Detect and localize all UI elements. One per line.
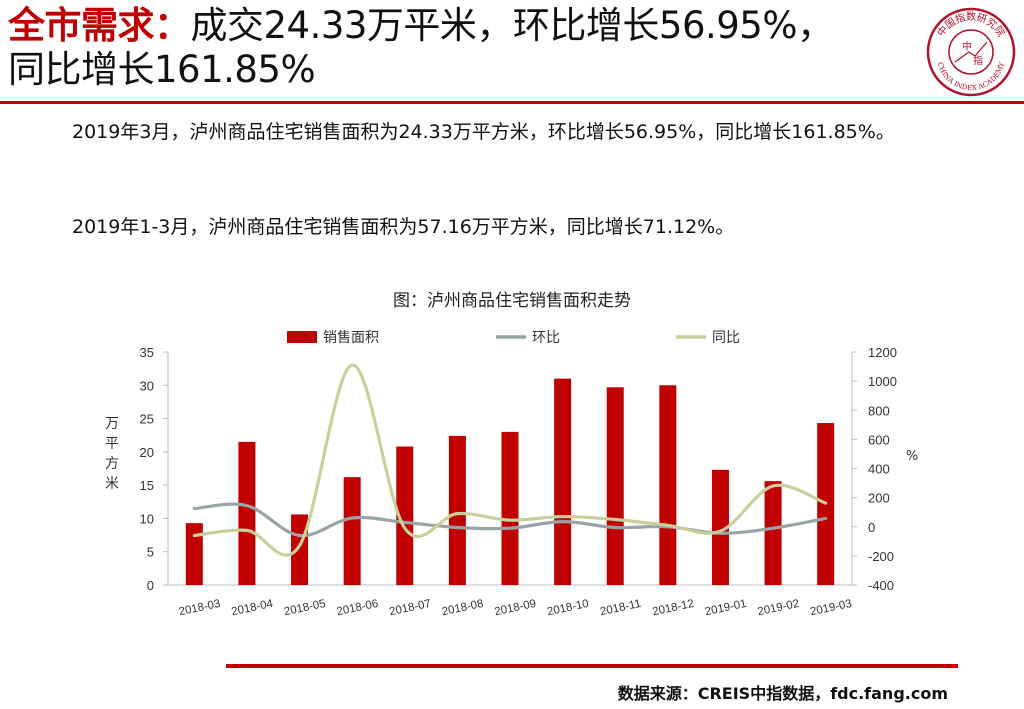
- y-axis-label-char: 平: [105, 436, 119, 452]
- x-tick-label: 2019-01: [704, 598, 748, 619]
- page-title: 全市需求：成交24.33万平米，环比增长56.95%， 同比增长161.85%: [8, 4, 913, 92]
- x-tick-label: 2019-03: [809, 598, 853, 619]
- x-tick-label: 2019-02: [757, 598, 801, 619]
- bar-sales-area: [606, 387, 624, 585]
- bar-sales-area: [659, 385, 677, 585]
- x-tick-label: 2018-11: [599, 598, 642, 618]
- bar-sales-area: [501, 431, 519, 585]
- y2-tick-label: -400: [868, 578, 894, 593]
- bar-sales-area: [238, 441, 256, 585]
- legend-label: 销售面积: [323, 330, 379, 346]
- footer-divider: [226, 664, 958, 668]
- x-tick-label: 2018-04: [230, 598, 274, 619]
- y-axis-label-char: 方: [105, 456, 119, 472]
- y-tick-label: 25: [140, 412, 154, 427]
- bar-sales-area: [764, 481, 782, 585]
- bar-sales-area: [185, 523, 203, 585]
- title-line1: 成交24.33万平米，环比增长56.95%，: [190, 4, 835, 47]
- legend-label: 环比: [532, 330, 560, 346]
- legend-label: 同比: [712, 330, 740, 346]
- chart-title: 图：泸州商品住宅销售面积走势: [393, 291, 631, 311]
- y2-tick-label: 1000: [868, 374, 897, 389]
- paragraph-1: 2019年3月，泸州商品住宅销售面积为24.33万平方米，环比增长56.95%，…: [72, 121, 895, 143]
- bar-sales-area: [554, 378, 572, 585]
- y2-tick-label: 200: [868, 491, 890, 506]
- bar-sales-area: [343, 477, 361, 585]
- y2-tick-label: -200: [868, 549, 894, 564]
- header-divider: [0, 101, 1024, 104]
- x-tick-label: 2018-06: [336, 598, 380, 619]
- x-tick-label: 2018-12: [651, 598, 695, 619]
- x-tick-label: 2018-10: [546, 598, 590, 619]
- legend-swatch-bar: [287, 331, 317, 343]
- x-tick-label: 2018-07: [388, 598, 432, 619]
- y2-tick-label: 0: [868, 520, 875, 535]
- x-tick-label: 2018-05: [283, 598, 327, 619]
- y2-tick-label: 400: [868, 462, 890, 477]
- y-tick-label: 20: [140, 445, 154, 460]
- bar-sales-area: [396, 446, 414, 585]
- x-tick-label: 2018-09: [493, 598, 537, 619]
- x-tick-label: 2018-08: [441, 598, 485, 619]
- y-tick-label: 30: [140, 378, 154, 393]
- y2-tick-label: 800: [868, 403, 890, 418]
- title-prefix: 全市需求：: [8, 4, 191, 47]
- y-tick-label: 10: [140, 511, 154, 526]
- seal-logo-icon: 中国指数研究院 CHINA INDEX ACADEMY 中 指: [926, 7, 1016, 97]
- y-tick-label: 0: [147, 578, 154, 593]
- x-tick-label: 2018-03: [178, 598, 222, 619]
- y-tick-label: 5: [147, 545, 154, 560]
- title-line2: 同比增长161.85%: [8, 48, 316, 91]
- y-axis-label-char: 米: [105, 476, 119, 492]
- bar-sales-area: [448, 435, 466, 585]
- logo-text-center-2: 指: [973, 54, 983, 67]
- y2-tick-label: 600: [868, 432, 890, 447]
- line-yoy: [192, 363, 828, 557]
- paragraph-2: 2019年1-3月，泸州商品住宅销售面积为57.16万平方米，同比增长71.12…: [72, 216, 735, 238]
- y-tick-label: 15: [140, 478, 154, 493]
- y-axis-label-char: 万: [105, 416, 119, 432]
- y2-tick-label: 1200: [868, 345, 897, 360]
- bar-sales-area: [711, 469, 729, 585]
- y-tick-label: 35: [140, 345, 154, 360]
- line-mom: [192, 502, 828, 538]
- y2-axis-label: %: [906, 449, 918, 464]
- logo-text-center-1: 中: [962, 40, 972, 53]
- data-source: 数据来源：CREIS中指数据，fdc.fang.com: [617, 684, 948, 703]
- bar-sales-area: [291, 514, 309, 585]
